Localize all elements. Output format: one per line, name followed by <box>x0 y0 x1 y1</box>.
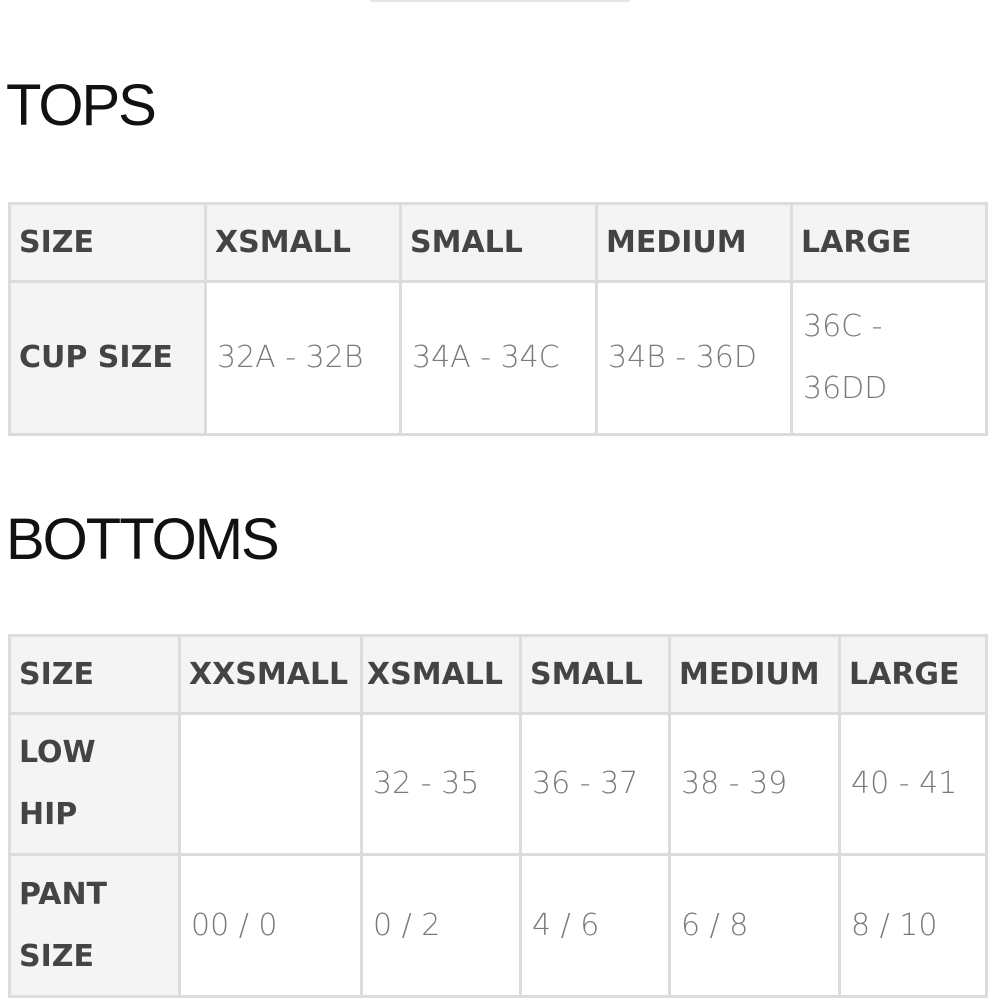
value-cell: 6 / 8 <box>668 853 841 998</box>
row-label: PANT SIZE <box>8 853 181 998</box>
header-cell: LARGE <box>790 202 988 283</box>
value-cell: 36 - 37 <box>519 712 671 856</box>
header-cell: XSMALL <box>204 202 402 283</box>
value-cell: 00 / 0 <box>178 853 363 998</box>
header-cell: XXSMALL <box>178 634 363 715</box>
header-cell: SIZE <box>8 202 207 283</box>
table-row: PANT SIZE 00 / 0 0 / 2 4 / 6 6 / 8 8 / 1… <box>8 853 988 998</box>
header-cell: SIZE <box>8 634 181 715</box>
bottoms-title: BOTTOMS <box>6 507 280 572</box>
header-cell: MEDIUM <box>668 634 841 715</box>
value-cell: 34B - 36D <box>595 280 793 436</box>
value-cell: 8 / 10 <box>838 853 988 998</box>
header-cell: MEDIUM <box>595 202 793 283</box>
divider <box>370 0 630 2</box>
value-cell <box>178 712 363 856</box>
bottoms-size-table: SIZE XXSMALL XSMALL SMALL MEDIUM LARGE L… <box>8 634 988 998</box>
value-cell: 34A - 34C <box>399 280 598 436</box>
row-label: LOW HIP <box>8 712 181 856</box>
header-cell: LARGE <box>838 634 988 715</box>
table-header-row: SIZE XXSMALL XSMALL SMALL MEDIUM LARGE <box>8 634 988 715</box>
value-cell: 38 - 39 <box>668 712 841 856</box>
table-row: LOW HIP 32 - 35 36 - 37 38 - 39 40 - 41 <box>8 712 988 856</box>
value-cell: 32A - 32B <box>204 280 402 436</box>
table-header-row: SIZE XSMALL SMALL MEDIUM LARGE <box>8 202 988 283</box>
tops-size-table: SIZE XSMALL SMALL MEDIUM LARGE CUP SIZE … <box>8 202 988 436</box>
value-cell: 0 / 2 <box>360 853 522 998</box>
header-cell: SMALL <box>519 634 671 715</box>
header-cell: SMALL <box>399 202 598 283</box>
table-row: CUP SIZE 32A - 32B 34A - 34C 34B - 36D 3… <box>8 280 988 436</box>
tops-title: TOPS <box>6 73 157 138</box>
value-cell: 4 / 6 <box>519 853 671 998</box>
value-cell: 32 - 35 <box>360 712 522 856</box>
header-cell: XSMALL <box>360 634 522 715</box>
value-cell: 40 - 41 <box>838 712 988 856</box>
value-cell: 36C - 36DD <box>790 280 988 436</box>
row-label: CUP SIZE <box>8 280 207 436</box>
